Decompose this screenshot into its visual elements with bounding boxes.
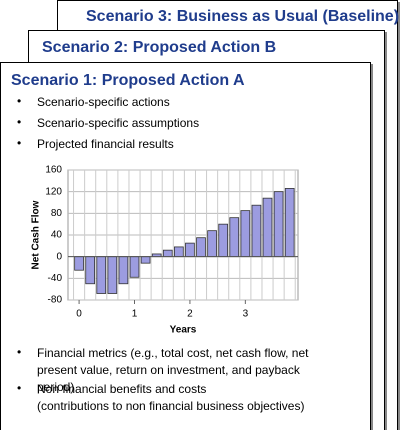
bullet-dot: • xyxy=(17,345,22,359)
bar xyxy=(262,197,273,258)
bar xyxy=(118,256,129,285)
bar xyxy=(284,188,295,258)
bullet-detail: (contributions to non financial business… xyxy=(37,399,305,413)
y-tick-label: -40 xyxy=(48,273,63,284)
bar xyxy=(162,249,173,258)
bullet: Projected financial results xyxy=(37,137,174,151)
y-tick-label: 0 xyxy=(56,251,62,262)
bar xyxy=(240,210,251,258)
y-axis-label: Net Cash Flow xyxy=(31,200,42,269)
bar xyxy=(174,246,184,258)
bullet-dot: • xyxy=(17,94,22,108)
card-title: Scenario 3: Business as Usual (Baseline) xyxy=(86,8,400,25)
y-tick-label: 120 xyxy=(45,186,62,197)
x-tick-label: 1 xyxy=(132,309,138,320)
y-tick-label: 40 xyxy=(51,230,63,241)
bar xyxy=(229,217,240,258)
y-tick-label: 160 xyxy=(45,165,62,176)
x-tick-label: 2 xyxy=(187,309,193,320)
bar xyxy=(85,256,96,285)
x-axis-label: Years xyxy=(170,325,197,336)
bar xyxy=(196,237,206,258)
bar xyxy=(107,256,118,294)
y-tick-label: 80 xyxy=(51,208,63,219)
bar xyxy=(273,191,284,258)
bullet-dot: • xyxy=(17,115,22,129)
bar xyxy=(207,230,217,258)
bullet: Non financial benefits and costs xyxy=(37,382,207,396)
bar xyxy=(74,256,84,271)
bar xyxy=(96,256,107,294)
bar xyxy=(251,204,262,258)
bullet: Scenario-specific actions xyxy=(37,95,170,109)
x-tick-label: 3 xyxy=(243,309,249,320)
bullet-dot: • xyxy=(17,381,22,395)
card-title: Scenario 2: Proposed Action B xyxy=(42,39,277,56)
bullet: Scenario-specific assumptions xyxy=(37,116,200,130)
bar xyxy=(129,256,140,278)
bullet: Financial metrics (e.g., total cost, net… xyxy=(37,346,309,394)
card-title: Scenario 1: Proposed Action A xyxy=(11,72,245,89)
x-tick-label: 0 xyxy=(76,309,82,320)
bar xyxy=(218,223,229,258)
bullet-dot: • xyxy=(17,136,22,150)
y-tick-label: -80 xyxy=(48,295,63,306)
bar xyxy=(140,256,151,264)
bar xyxy=(185,242,195,258)
